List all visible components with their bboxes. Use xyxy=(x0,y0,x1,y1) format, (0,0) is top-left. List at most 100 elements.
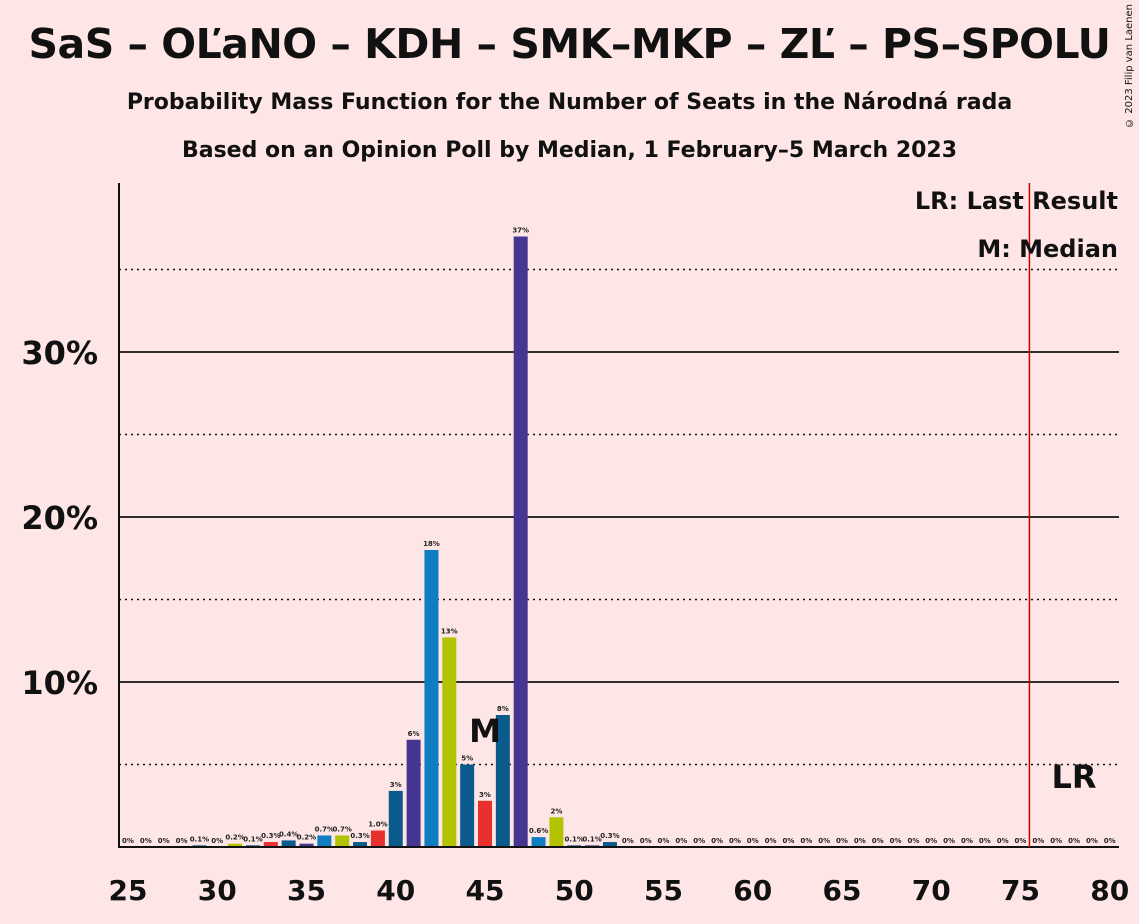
bar xyxy=(263,842,278,847)
bar-label: 0% xyxy=(747,837,759,845)
bar-label: 0.4% xyxy=(279,830,298,838)
bar-label: 0% xyxy=(997,837,1009,845)
bar xyxy=(602,842,617,847)
y-tick-label: 20% xyxy=(21,499,98,537)
bar-label: 0.7% xyxy=(315,825,334,833)
bar-label: 18% xyxy=(423,540,440,548)
bar-label: 3% xyxy=(390,781,402,789)
bar-label: 0% xyxy=(122,837,134,845)
bar xyxy=(335,835,350,847)
bar-label: 0% xyxy=(1050,837,1062,845)
data-labels: 0% 0% 0% 0% 0.1% 0% 0.2%0.1%0.3%0.4%0.2%0.7%0.… xyxy=(122,227,1116,846)
bar xyxy=(478,800,492,847)
bar xyxy=(370,830,385,847)
x-tick-label: 70 xyxy=(912,874,951,907)
chart-title: SaS – OĽaNO – KDH – SMK–MKP – ZĽ – PS–SP… xyxy=(28,20,1111,68)
bar xyxy=(353,842,368,847)
bar-label: 0% xyxy=(1032,837,1044,845)
x-tick-label: 30 xyxy=(198,874,237,907)
x-tick-label: 75 xyxy=(1001,874,1040,907)
bar-label: 3% xyxy=(479,791,491,799)
axes: 10% 20% 30% 25 30 35 40 45 50 55 60 65 70 75 80 xyxy=(21,183,1129,907)
bar-label: 0.6% xyxy=(529,827,548,835)
bar-label: 0.3% xyxy=(261,832,280,840)
bar-label: 0.2% xyxy=(297,834,316,842)
chart-subtitle: Probability Mass Function for the Number… xyxy=(126,90,1013,115)
x-tick-label: 40 xyxy=(376,874,415,907)
legend-median: M: Median xyxy=(977,235,1118,263)
x-tick-label: 45 xyxy=(466,874,505,907)
legend-last-result: LR: Last Result xyxy=(915,187,1118,215)
y-tick-label: 10% xyxy=(21,664,98,702)
y-tick-label: 30% xyxy=(21,334,98,372)
bar-label: 0% xyxy=(711,837,723,845)
bar-label: 0% xyxy=(658,837,670,845)
x-tick-label: 55 xyxy=(644,874,683,907)
bar-label: 13% xyxy=(441,627,458,635)
bar-label: 0.1% xyxy=(190,835,209,843)
bar-label: 0% xyxy=(765,837,777,845)
bar xyxy=(460,764,475,847)
x-tick-label: 60 xyxy=(733,874,772,907)
bar-label: 0% xyxy=(943,837,955,845)
bar xyxy=(388,790,403,847)
bar-label: 6% xyxy=(408,730,420,738)
bar-label: 0.1% xyxy=(243,835,262,843)
bar-label: 0% xyxy=(622,837,634,845)
bar xyxy=(531,837,546,847)
bar-label: 0% xyxy=(729,837,741,845)
bar-label: 0% xyxy=(1104,837,1116,845)
bar-label: 5% xyxy=(461,755,473,763)
x-tick-label: 80 xyxy=(1090,874,1129,907)
bar xyxy=(495,715,510,847)
bar-label: 37% xyxy=(512,227,529,235)
bar xyxy=(513,236,528,847)
bars xyxy=(192,236,617,847)
gridlines xyxy=(119,268,1119,766)
bar-label: 0% xyxy=(211,837,223,845)
bar-label: 0% xyxy=(961,837,973,845)
bar-label: 0% xyxy=(158,837,170,845)
bar xyxy=(442,637,457,847)
bar-label: 0% xyxy=(854,837,866,845)
x-tick-label: 25 xyxy=(109,874,148,907)
bar-label: 0% xyxy=(140,837,152,845)
bar-label: 0.3% xyxy=(600,832,619,840)
bar-label: 0% xyxy=(800,837,812,845)
bar-label: 0% xyxy=(907,837,919,845)
bar-label: 0.7% xyxy=(332,825,351,833)
bar xyxy=(424,550,439,847)
chart-subtitle-poll: Based on an Opinion Poll by Median, 1 Fe… xyxy=(181,138,958,163)
last-result-marker: LR xyxy=(1052,758,1097,796)
bar xyxy=(299,843,314,847)
x-tick-label: 50 xyxy=(555,874,594,907)
bar-label: 0.1% xyxy=(582,835,601,843)
bar-label: 0% xyxy=(836,837,848,845)
bar-label: 0% xyxy=(890,837,902,845)
bar-label: 0% xyxy=(818,837,830,845)
bar-label: 0% xyxy=(1015,837,1027,845)
median-marker: M xyxy=(469,712,501,750)
bar-label: 0% xyxy=(693,837,705,845)
markers: LR M xyxy=(469,183,1097,847)
bar-label: 0% xyxy=(925,837,937,845)
bar-label: 8% xyxy=(497,705,509,713)
x-tick-label: 65 xyxy=(823,874,862,907)
bar-label: 0% xyxy=(640,837,652,845)
bar xyxy=(317,835,332,847)
bar-label: 0.1% xyxy=(565,835,584,843)
bar-label: 0% xyxy=(979,837,991,845)
bar xyxy=(549,817,564,847)
bar-label: 0.3% xyxy=(350,832,369,840)
bar-label: 0% xyxy=(176,837,188,845)
bar xyxy=(228,843,243,847)
x-tick-label: 35 xyxy=(287,874,326,907)
bar xyxy=(281,840,296,847)
bar-label: 1.0% xyxy=(368,821,387,829)
bar-label: 0% xyxy=(783,837,795,845)
bar-label: 0% xyxy=(675,837,687,845)
bar-label: 0% xyxy=(872,837,884,845)
bar-label: 0.2% xyxy=(225,834,244,842)
bar-label: 0% xyxy=(1068,837,1080,845)
